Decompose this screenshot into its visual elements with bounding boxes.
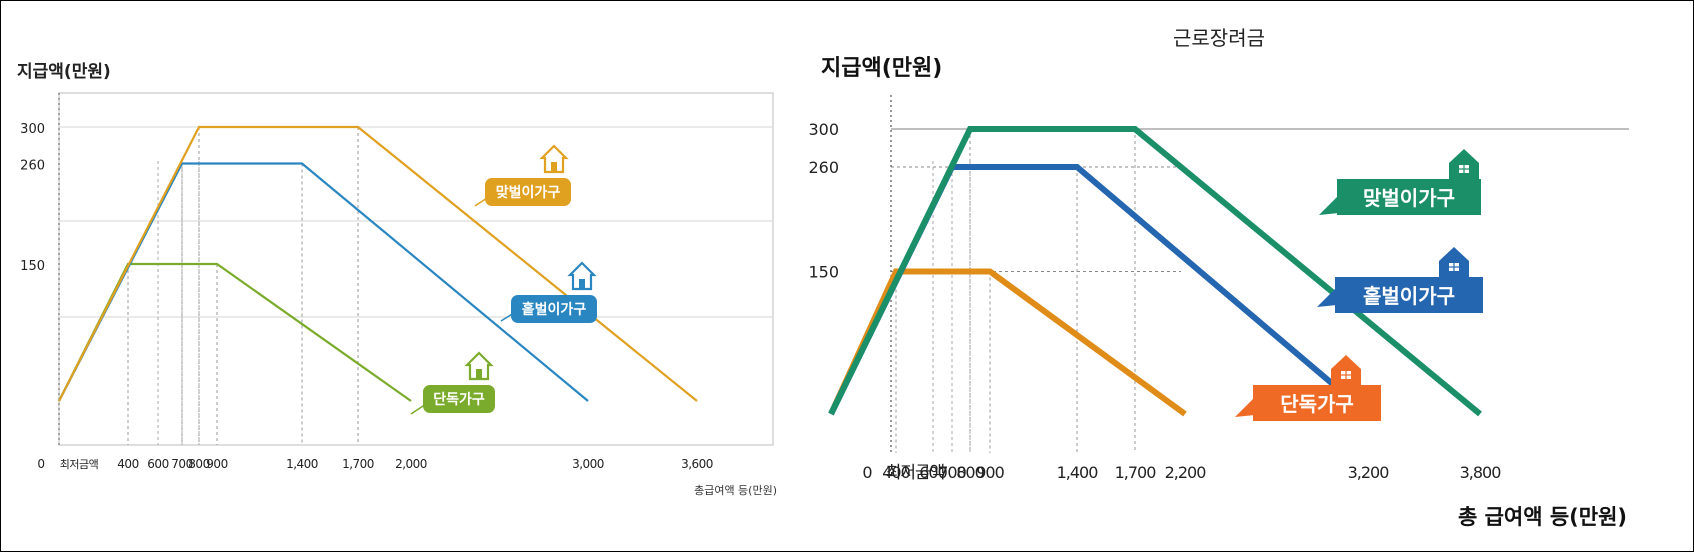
left-legend-single-person-label: 단독가구 (433, 391, 485, 408)
left-x-tick-label: 3,000 (572, 457, 604, 471)
right-x-tick-label: 600 (919, 463, 947, 482)
right-x-axis-label: 총 급여액 등(만원) (1458, 505, 1627, 529)
left-series-lines (58, 125, 698, 402)
right-legend-single-income-box (1335, 277, 1483, 313)
right-y-tick-label: 260 (808, 158, 839, 177)
house-icon (567, 261, 597, 291)
right-legend-single-person-tail (1235, 397, 1255, 417)
right-chart-title: 근로장려금 (1173, 26, 1265, 50)
left-x-tick-label: 700 (171, 457, 192, 471)
right-legend-single-person: 단독가구 (1235, 355, 1381, 421)
left-x-tick-label: 400 (117, 457, 138, 471)
left-x-axis-label: 총급여액 등(만원) (694, 484, 777, 497)
right-x-tick-label: 1,700 (1115, 463, 1157, 482)
left-chart: 지급액(만원) 총급여액 등(만원) 300 260 150 0 최저금액 400 600… (17, 62, 777, 497)
left-legend-dual-income: 맞벌이가구 (474, 144, 571, 207)
left-legend-dual-income-box (485, 178, 571, 206)
left-x-tick-label: 900 (206, 457, 227, 471)
right-chart: 근로장려금 지급액(만원) 총 급여액 등(만원) 300 260 150 0 최저금… (808, 26, 1629, 529)
left-y-tick-labels: 300 260 150 (20, 122, 45, 274)
left-legend-single-person: 단독가구 (410, 351, 495, 415)
left-x-tick-label: 600 (147, 457, 168, 471)
right-x-tick-label: 최저금액 (886, 463, 945, 483)
left-y-tick-label: 300 (20, 122, 45, 137)
left-x-tick-label: 1,400 (286, 457, 318, 471)
right-series-line (828, 164, 1370, 417)
house-icon (539, 144, 569, 174)
left-y-axis-label: 지급액(만원) (17, 62, 111, 82)
right-x-tick-label: 3,800 (1460, 463, 1502, 482)
right-series-line (828, 126, 1482, 417)
left-legend-single-income-label: 홑벌이가구 (522, 301, 587, 318)
right-legend-dual-income-box (1337, 179, 1481, 215)
right-legend-single-income: 홑벌이가구 (1317, 247, 1483, 313)
left-y-tick-label: 150 (20, 259, 45, 274)
left-x-tick-label: 최저금액 (60, 458, 98, 471)
right-y-tick-label: 300 (808, 120, 839, 139)
right-y-tick-labels: 300 260 150 (808, 120, 839, 282)
right-x-tick-label: 800 (956, 463, 984, 482)
right-series-line (828, 268, 1187, 417)
left-x-tick-label: 3,600 (681, 457, 713, 471)
right-legend-single-person-label: 단독가구 (1280, 392, 1354, 416)
house-icon (1449, 149, 1479, 179)
house-icon (1331, 355, 1361, 385)
right-x-tick-label: 1,400 (1057, 463, 1099, 482)
right-legend-dual-income: 맞벌이가구 (1319, 149, 1481, 215)
left-series-line (58, 125, 698, 402)
right-series-lines (828, 126, 1482, 417)
right-horizontal-grid (891, 128, 1629, 272)
right-y-tick-label: 150 (808, 263, 839, 282)
house-icon (1439, 247, 1469, 277)
right-legend-single-income-tail (1317, 287, 1337, 307)
right-x-tick-label: 400 (882, 463, 910, 482)
left-vertical-guides (58, 93, 359, 445)
right-legend-dual-income-tail (1319, 195, 1339, 215)
left-legend-single-income: 홑벌이가구 (500, 261, 597, 323)
left-x-tick-label: 1,700 (342, 457, 374, 471)
right-x-tick-label: 900 (976, 463, 1004, 482)
right-legend-single-income-label: 홑벌이가구 (1363, 284, 1455, 308)
left-x-tick-label: 800 (188, 457, 209, 471)
left-plot-area (58, 92, 774, 446)
left-legend-single-person-box (423, 385, 495, 413)
right-x-tick-label: 0 (862, 463, 872, 482)
house-icon (464, 351, 494, 381)
right-x-tick-label: 2,200 (1165, 463, 1207, 482)
left-y-tick-label: 260 (20, 159, 45, 174)
left-legend-dual-income-label: 맞벌이가구 (496, 184, 561, 201)
right-x-tick-label: 700 (938, 463, 966, 482)
right-y-axis-label: 지급액(만원) (821, 56, 942, 81)
right-legend-dual-income-label: 맞벌이가구 (1363, 186, 1455, 210)
left-x-tick-label: 2,000 (395, 457, 427, 471)
left-horizontal-grid (60, 126, 772, 318)
right-legend-single-person-box (1253, 385, 1381, 421)
left-legend-single-income-box (511, 295, 597, 323)
right-x-tick-label: 3,200 (1348, 463, 1390, 482)
left-x-tick-label: 0 (37, 457, 44, 471)
